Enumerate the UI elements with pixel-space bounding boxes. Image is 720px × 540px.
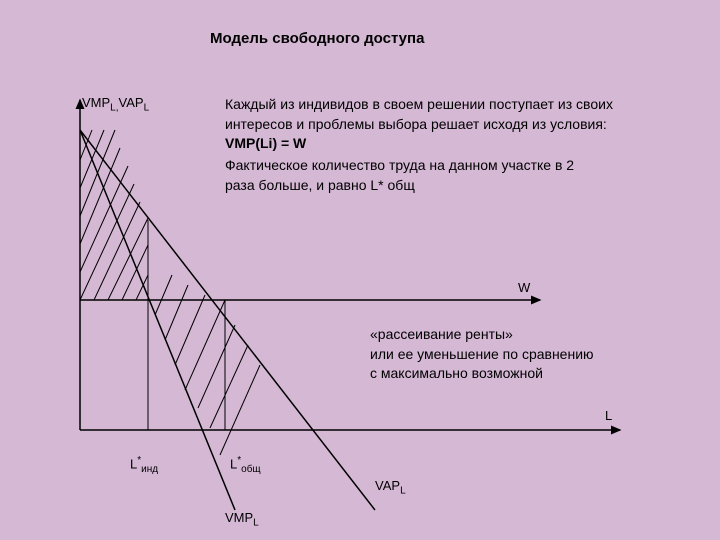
paragraph-3: «рассеивание ренты» или ее уменьшение по… [370,325,690,384]
hatch-area-2 [155,275,260,455]
paragraph-1: Каждый из индивидов в своем решении пост… [225,95,695,154]
paragraph-2: Фактическое количество труда на данном у… [225,156,695,195]
l-ind-label: L*инд [130,455,158,475]
vmpl-label: VMPL [225,510,259,529]
l-obsh-label: L*общ [230,455,261,475]
page-title: Модель свободного доступа [210,30,424,47]
vapl-label: VAPL [375,478,406,497]
l-label: L [605,408,612,423]
w-label: W [518,280,530,295]
y-axis-label: VMPL,VAPL [82,95,149,114]
diagram-svg [0,0,720,540]
